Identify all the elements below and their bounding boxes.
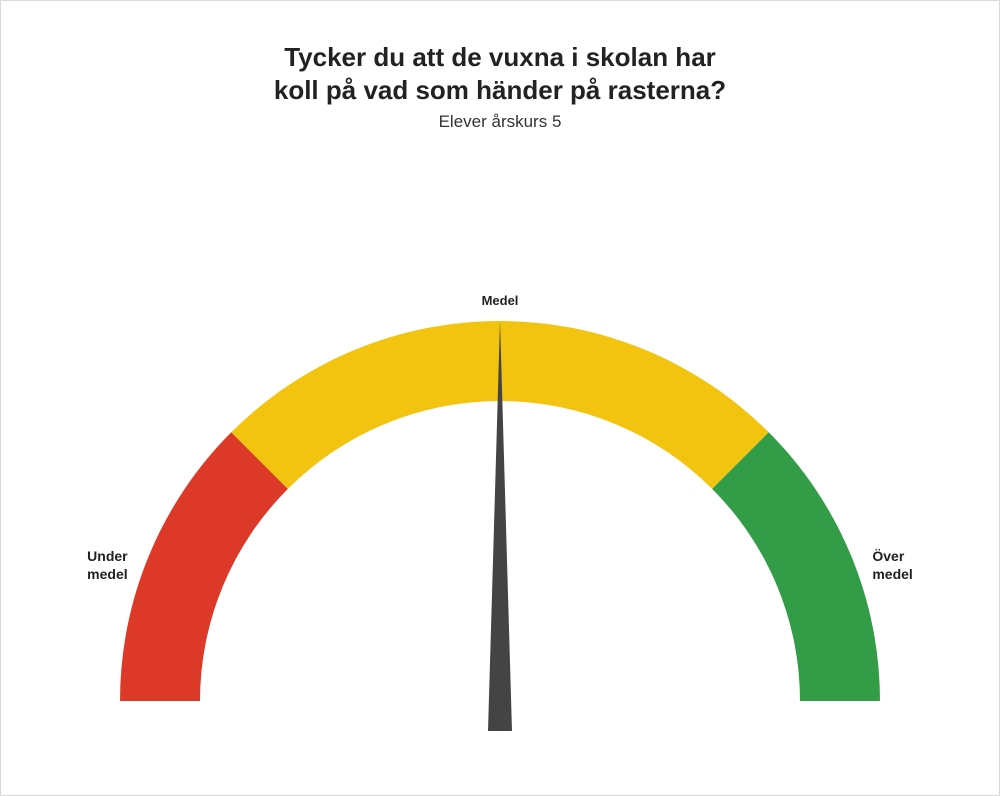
title-block: Tycker du att de vuxna i skolan har koll… xyxy=(1,41,999,132)
gauge-chart: Medel Under medel Över medel xyxy=(50,181,950,741)
label-under-2: medel xyxy=(87,566,127,582)
label-medel: Medel xyxy=(482,293,519,308)
subtitle: Elever årskurs 5 xyxy=(1,112,999,132)
label-over-1: Över xyxy=(872,548,904,564)
segment-over_medel xyxy=(712,432,880,701)
title-line-1: Tycker du att de vuxna i skolan har xyxy=(1,41,999,74)
label-under-1: Under xyxy=(87,548,128,564)
chart-frame: Tycker du att de vuxna i skolan har koll… xyxy=(0,0,1000,796)
segment-under_medel xyxy=(120,432,288,701)
title-line-2: koll på vad som händer på rasterna? xyxy=(1,74,999,107)
label-over-2: medel xyxy=(872,566,912,582)
